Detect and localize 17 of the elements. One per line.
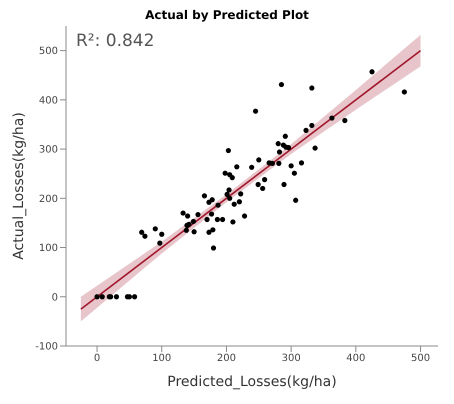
y-tick-label: -100 bbox=[35, 342, 58, 353]
annotation: R²: 0.842 bbox=[76, 31, 154, 51]
y-tick-label: 200 bbox=[38, 194, 58, 205]
x-tick-label: 0 bbox=[94, 353, 100, 364]
chart-title: Actual by Predicted Plot bbox=[144, 8, 310, 22]
x-tick-label: 100 bbox=[152, 353, 172, 364]
x-axis-title: Predicted_Losses(kg/ha) bbox=[167, 374, 337, 390]
y-tick-label: 0 bbox=[52, 292, 58, 304]
x-tick-label: 400 bbox=[346, 353, 366, 364]
x-tick-label: 300 bbox=[282, 353, 301, 364]
x-tick-label: 200 bbox=[216, 353, 236, 364]
y-tick-label: 400 bbox=[38, 95, 58, 106]
y-tick-label: 100 bbox=[38, 243, 58, 254]
y-axis-title: Actual_Losses(kg/ha) bbox=[10, 112, 27, 260]
y-tick-label: 500 bbox=[38, 46, 58, 58]
x-tick-label: 500 bbox=[410, 353, 430, 364]
y-tick-label: 300 bbox=[38, 144, 58, 156]
